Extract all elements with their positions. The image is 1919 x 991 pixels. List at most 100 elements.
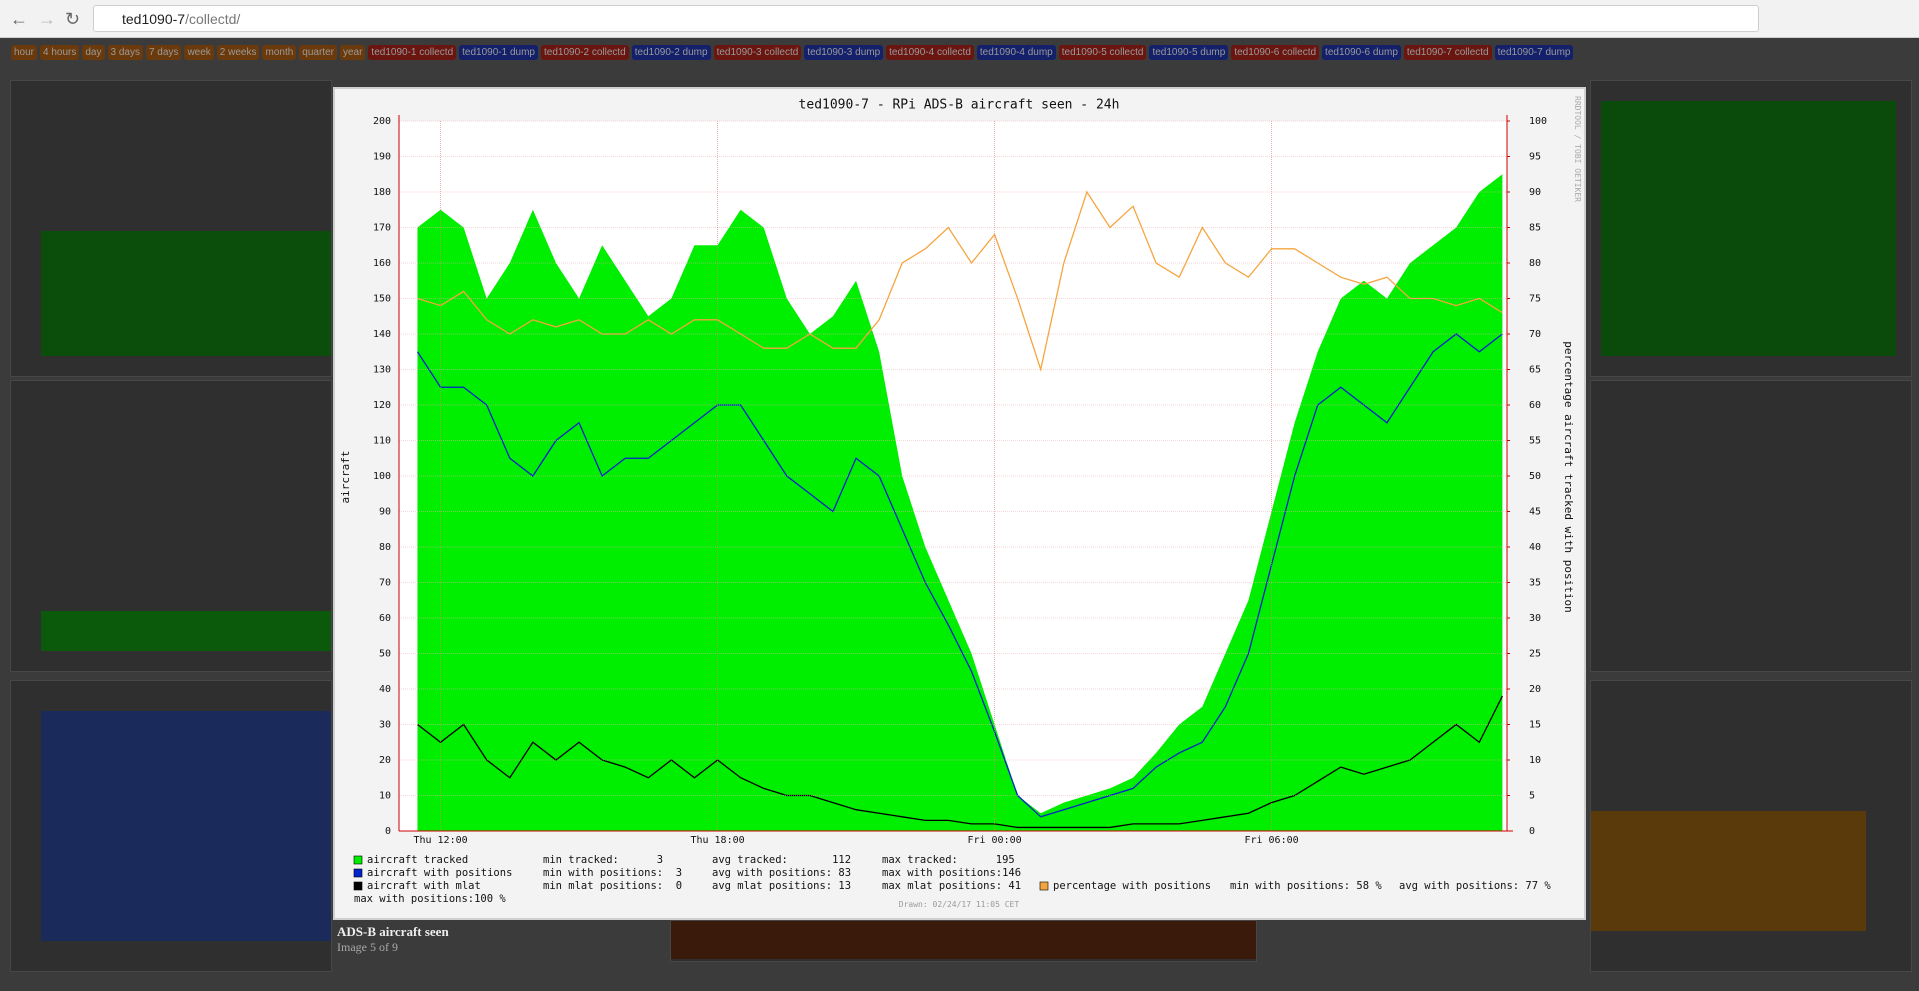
- chart-footer: Drawn: 02/24/17 11:05 CET: [899, 900, 1020, 909]
- y2-tick-label: 40: [1529, 542, 1541, 553]
- forward-button[interactable]: →: [38, 9, 56, 29]
- y-tick-label: 20: [379, 755, 391, 766]
- nav-button[interactable]: ted1090-3 collectd: [713, 45, 802, 60]
- nav-button[interactable]: ted1090-2 collectd: [541, 45, 629, 60]
- background-graph: [1590, 680, 1912, 972]
- y-tick-label: 50: [379, 649, 391, 660]
- y-tick-label: 10: [379, 791, 391, 802]
- background-graph: [10, 380, 332, 672]
- nav-button[interactable]: year: [339, 45, 366, 60]
- x-tick-label: Thu 12:00: [413, 835, 467, 846]
- nav-button[interactable]: quarter: [299, 45, 337, 60]
- background-graph: [1590, 80, 1912, 377]
- x-tick-label: Fri 06:00: [1244, 835, 1298, 846]
- nav-button[interactable]: ted1090-1 collectd: [368, 45, 457, 60]
- background-graph: [1590, 380, 1912, 672]
- y2-tick-label: 85: [1529, 223, 1541, 234]
- address-bar[interactable]: ted1090-7/collectd/: [93, 5, 1759, 32]
- y-tick-label: 30: [379, 720, 391, 731]
- browser-toolbar: ← → ↻ ted1090-7/collectd/: [0, 0, 1919, 38]
- series-line: [417, 190, 1503, 372]
- legend-swatch: [1039, 881, 1049, 891]
- series-line: [417, 695, 1503, 829]
- y-tick-label: 110: [373, 436, 391, 447]
- y-axis-label: aircraft: [339, 451, 352, 504]
- y2-tick-label: 15: [1529, 720, 1541, 731]
- nav-button[interactable]: ted1090-6 dump: [1322, 45, 1401, 60]
- url-path: /collectd/: [185, 11, 241, 27]
- x-tick-label: Thu 18:00: [690, 835, 744, 846]
- legend-label: aircraft tracked: [367, 854, 468, 866]
- y-tick-label: 150: [373, 294, 391, 305]
- chart-title: ted1090-7 - RPi ADS-B aircraft seen - 24…: [799, 98, 1120, 113]
- y-tick-label: 70: [379, 578, 391, 589]
- nav-button[interactable]: 4 hours: [40, 45, 80, 60]
- nav-button[interactable]: ted1090-4 dump: [976, 45, 1056, 60]
- reload-button[interactable]: ↻: [65, 9, 81, 29]
- lightbox-caption: ADS-B aircraft seen: [337, 924, 449, 939]
- series-line: [416, 333, 1503, 818]
- y-tick-label: 0: [385, 826, 391, 837]
- y-tick-label: 180: [373, 187, 391, 198]
- nav-button[interactable]: ted1090-6 collectd: [1231, 45, 1320, 60]
- chart: ted1090-7 - RPi ADS-B aircraft seen - 24…: [339, 96, 1582, 909]
- legend-stat: avg with positions: 83: [712, 867, 851, 879]
- legend-stat: avg mlat positions: 13: [712, 880, 851, 892]
- y-tick-label: 80: [379, 542, 391, 553]
- background-graph: [10, 680, 332, 972]
- nav-button[interactable]: ted1090-1 dump: [459, 45, 538, 60]
- nav-button[interactable]: ted1090-7 collectd: [1403, 45, 1492, 60]
- y2-tick-label: 80: [1529, 258, 1541, 269]
- y-tick-label: 90: [379, 507, 391, 518]
- y2-tick-label: 55: [1529, 436, 1541, 447]
- background-graph: [10, 80, 332, 377]
- y2-tick-label: 90: [1529, 187, 1541, 198]
- x-tick-label: Fri 00:00: [967, 835, 1021, 846]
- legend-label: aircraft with mlat: [367, 880, 481, 892]
- y2-tick-label: 10: [1529, 755, 1541, 766]
- nav-button[interactable]: 3 days: [107, 45, 143, 60]
- y2-tick-label: 70: [1529, 329, 1541, 340]
- nav-button[interactable]: ted1090-3 dump: [804, 45, 884, 60]
- legend-label: aircraft with positions: [367, 867, 512, 879]
- series-area: [417, 174, 1503, 831]
- legend-stat: avg tracked: 112: [712, 854, 851, 866]
- y-tick-label: 190: [373, 152, 391, 163]
- background-graph: [670, 920, 1257, 962]
- y2-tick-label: 35: [1529, 578, 1541, 589]
- nav-button[interactable]: 2 weeks: [216, 45, 260, 60]
- y-tick-label: 140: [373, 329, 391, 340]
- nav-button[interactable]: ted1090-4 collectd: [886, 45, 974, 60]
- nav-button[interactable]: ted1090-5 dump: [1149, 45, 1229, 60]
- legend-stat: min with positions: 3: [543, 867, 682, 879]
- y2-tick-label: 95: [1529, 152, 1541, 163]
- y2-tick-label: 25: [1529, 649, 1541, 660]
- legend-swatch: [353, 855, 363, 865]
- nav-button[interactable]: 7 days: [145, 45, 182, 60]
- y2-tick-label: 5: [1529, 791, 1535, 802]
- legend-stat: max with positions:100 %: [354, 893, 506, 905]
- y2-tick-label: 65: [1529, 365, 1541, 376]
- lightbox: ted1090-7 - RPi ADS-B aircraft seen - 24…: [333, 87, 1586, 920]
- y-tick-label: 170: [373, 223, 391, 234]
- nav-button[interactable]: ted1090-5 collectd: [1058, 45, 1147, 60]
- y-tick-label: 60: [379, 613, 391, 624]
- nav-button[interactable]: day: [82, 45, 105, 60]
- y2-axis-label: percentage aircraft tracked with positio…: [1562, 341, 1575, 613]
- y-tick-label: 200: [373, 116, 391, 127]
- y2-tick-label: 20: [1529, 684, 1541, 695]
- y2-tick-label: 75: [1529, 294, 1541, 305]
- y-tick-label: 100: [373, 471, 391, 482]
- nav-button[interactable]: ted1090-7 dump: [1494, 45, 1574, 60]
- watermark: RRDTOOL / TOBI OETIKER: [1573, 96, 1582, 202]
- nav-button[interactable]: hour: [11, 45, 38, 60]
- legend-stat: max with positions:146: [882, 867, 1021, 879]
- nav-button[interactable]: week: [184, 45, 214, 60]
- nav-button[interactable]: ted1090-2 dump: [631, 45, 711, 60]
- legend-stat: min mlat positions: 0: [543, 880, 682, 892]
- nav-button[interactable]: month: [262, 45, 297, 60]
- nav-buttons: hour 4 hours day 3 days 7 days week 2 weeks mon…: [11, 45, 1574, 60]
- back-button[interactable]: ←: [10, 9, 28, 29]
- y-tick-label: 120: [373, 400, 391, 411]
